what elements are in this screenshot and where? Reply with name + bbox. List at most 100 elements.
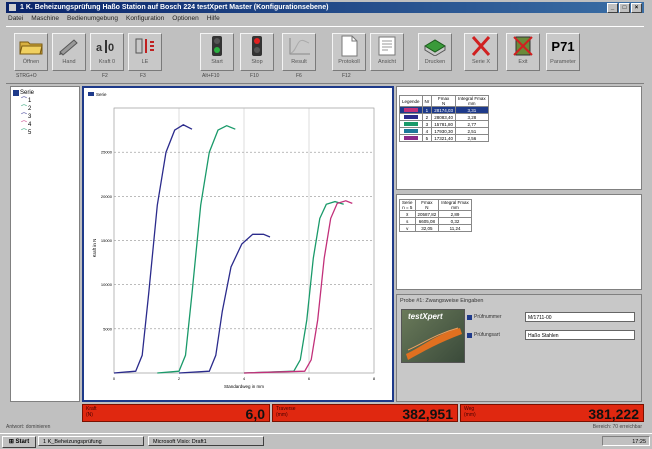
protocol-button[interactable]: Protokoll <box>332 33 366 71</box>
series-color-swatch <box>403 107 418 112</box>
curve-icon: ⌒ <box>21 98 28 104</box>
y-tick-label: 20000 <box>101 194 113 199</box>
test-number-field[interactable]: M/1711-00 <box>525 312 635 322</box>
hand-button[interactable]: Hand <box>52 33 86 71</box>
legend-row[interactable]: 5 17321,40 2,56 <box>399 134 489 142</box>
force-readout-value: 6,0 <box>245 406 265 422</box>
menu-environment[interactable]: Bedienumgebung <box>67 15 118 22</box>
legend-title: Serie <box>96 92 107 97</box>
y-tick-label: 5000 <box>103 326 113 331</box>
tree-item[interactable]: ⌒ 5 <box>21 129 79 137</box>
stop-button[interactable]: Stop <box>240 33 274 71</box>
stats-cell: x̄ <box>399 210 416 218</box>
tree-item-label: 3 <box>28 114 32 120</box>
windows-logo-icon: ⊞ <box>8 439 14 445</box>
menu-file[interactable]: Datei <box>8 15 24 22</box>
taskbar-app-testxpert[interactable]: 1 K_Beheizungsprüfung <box>38 436 144 446</box>
series-color-swatch <box>403 135 418 140</box>
print-icon <box>424 39 446 56</box>
shortcut-result: F6 <box>296 73 302 79</box>
stop-label: Stop <box>251 59 263 65</box>
view-label: Ansicht <box>377 59 397 65</box>
start-button[interactable]: Start <box>200 33 234 71</box>
shortcut-protocol: F12 <box>342 73 351 79</box>
crosshead-readout-value: 382,951 <box>402 406 453 422</box>
open-button[interactable]: Öffnen <box>14 33 48 71</box>
crosshead-readout-label: Traverse (mm) <box>276 406 296 418</box>
exit-button[interactable]: Exit <box>506 33 540 71</box>
legend-fmax: 28174,03 <box>431 106 457 114</box>
tree-item[interactable]: ⌒ 3 <box>21 113 79 121</box>
legend-integral: 3,31 <box>455 106 489 114</box>
legend-header: Integral Fmax mm <box>455 95 489 107</box>
tree-item[interactable]: ⌒ 1 <box>21 97 79 105</box>
legend-header: Fmax N <box>431 95 457 107</box>
tree-item[interactable]: ⌒ 4 <box>21 121 79 129</box>
start-label: Start <box>211 59 223 65</box>
print-button[interactable]: Drucken <box>418 33 452 71</box>
close-button[interactable]: × <box>631 3 642 13</box>
start-button-taskbar[interactable]: ⊞ Start <box>2 436 36 448</box>
legend-row[interactable]: 2 28083,40 3,28 <box>399 113 489 121</box>
stats-row: x̄ 20587,82 2,89 <box>399 210 472 218</box>
force-displacement-chart[interactable]: Serie 5000 10000 15000 20000 25000 0 2 4 6 8 Stan… <box>82 86 394 402</box>
legend-row[interactable]: 1 28174,03 3,31 <box>399 106 489 114</box>
open-label: Öffnen <box>22 59 40 65</box>
maximize-button[interactable]: □ <box>619 3 630 13</box>
le-button[interactable]: LE <box>128 33 162 71</box>
field-label-test-type: Prüfungsart <box>467 332 500 338</box>
le-icon <box>135 38 154 54</box>
legend-nr: 3 <box>421 120 433 128</box>
y-tick-label: 25000 <box>101 150 113 155</box>
field-marker-icon <box>467 332 472 338</box>
delete-series-label: Serie X <box>471 59 491 65</box>
legend-nr: 5 <box>421 134 433 142</box>
y-tick-label: 10000 <box>101 282 113 287</box>
menu-options[interactable]: Optionen <box>172 15 199 22</box>
shortcut-open: STRG+O <box>16 73 37 79</box>
system-tray: 17:25 <box>602 436 650 446</box>
x-tick-label: 0 <box>113 376 116 381</box>
series-line-3 <box>178 233 271 374</box>
tree-root[interactable]: Serie <box>13 89 79 97</box>
menu-help[interactable]: Hilfe <box>206 15 220 22</box>
delete-series-button[interactable]: Serie X <box>464 33 498 71</box>
menu-configuration[interactable]: Konfiguration <box>125 15 165 22</box>
app-icon <box>9 4 16 11</box>
parameter-button[interactable]: P71 Parameter <box>546 33 580 71</box>
series-folder-icon <box>13 90 19 96</box>
tree-item-label: 2 <box>28 106 32 112</box>
status-line: Antwort: dominieren Bereich: 70 erreichb… <box>6 423 646 431</box>
tree-item-label: 5 <box>28 130 32 136</box>
minimize-button[interactable]: _ <box>607 3 618 13</box>
tree-root-label: Serie <box>20 90 35 96</box>
svg-text:0: 0 <box>108 42 114 54</box>
window-titlebar: 1 K. Beheizungsprüfung Haßo Station auf … <box>6 2 644 13</box>
test-type-field[interactable]: Haßo Stahlen <box>525 330 635 340</box>
taskbar-app-visio[interactable]: Microsoft Visio: Draft1 <box>148 436 264 446</box>
chart-svg: Serie 5000 10000 15000 20000 25000 0 2 4 6 8 Stan… <box>88 92 376 389</box>
menu-bar: Datei Maschine Bedienumgebung Konfigurat… <box>6 14 646 24</box>
hand-pen-icon <box>59 39 78 56</box>
series-color-swatch <box>403 121 418 126</box>
tree-item[interactable]: ⌒ 2 <box>21 105 79 113</box>
tree-item-label: 4 <box>28 122 32 128</box>
info-panel-title: Probe #1: Zwangsweise Eingaben <box>400 298 484 304</box>
legend-row[interactable]: 3 15781,80 2,77 <box>399 120 489 128</box>
print-label: Drucken <box>424 59 446 65</box>
legend-row[interactable]: 4 17930,30 2,51 <box>399 127 489 135</box>
menu-machine[interactable]: Maschine <box>31 15 60 22</box>
result-button[interactable]: Result <box>282 33 316 71</box>
shortcut-stop: F10 <box>250 73 259 79</box>
curve-icon: ⌒ <box>21 130 28 136</box>
legend-integral: 2,77 <box>455 120 489 128</box>
legend-header: Nr <box>421 95 433 107</box>
legend-integral: 2,51 <box>455 127 489 135</box>
legend-header: Legende <box>399 95 423 107</box>
x-tick-label: 2 <box>178 376 181 381</box>
view-button[interactable]: Ansicht <box>370 33 404 71</box>
legend-nr: 4 <box>421 127 433 135</box>
legend-fmax: 17930,30 <box>431 127 457 135</box>
x-axis-label: Standardweg in mm <box>224 384 264 389</box>
